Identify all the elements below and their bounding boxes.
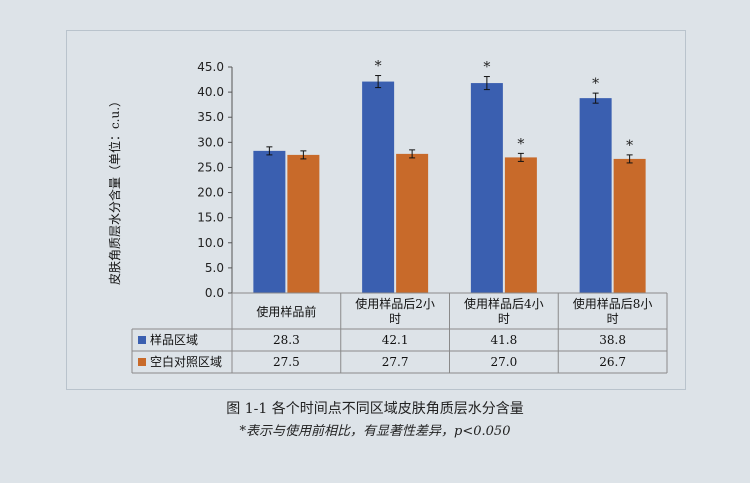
data-value-label: 42.1 (382, 333, 409, 347)
category-label: 使用样品后2小 (355, 296, 435, 311)
data-value-label: 27.0 (491, 355, 518, 369)
category-label: 使用样品后4小 (464, 296, 544, 311)
y-axis-label: 皮肤角质层水分含量（单位：c.u.） (107, 95, 122, 285)
y-tick-label: 20.0 (197, 186, 224, 200)
category-label: 使用样品前 (256, 304, 316, 319)
legend-swatch (138, 336, 146, 344)
y-tick-label: 40.0 (197, 85, 224, 99)
significance-star: * (517, 136, 524, 152)
bar-sample (362, 81, 395, 293)
y-tick-label: 35.0 (197, 110, 224, 124)
y-tick-label: 10.0 (197, 236, 224, 250)
y-tick-label: 25.0 (197, 160, 224, 174)
significance-star: * (626, 138, 633, 154)
data-value-label: 41.8 (491, 333, 518, 347)
data-value-label: 27.7 (382, 355, 409, 369)
bar-control (287, 154, 320, 293)
bar-sample (253, 150, 286, 293)
bar-control (504, 157, 537, 293)
significance-star: * (375, 59, 382, 75)
y-tick-label: 5.0 (205, 261, 224, 275)
significance-star: * (592, 76, 599, 92)
legend-label: 样品区域 (150, 332, 198, 347)
y-tick-label: 45.0 (197, 60, 224, 74)
bar-chart: 0.0 5.0 10.0 15.0 20.0 25.0 30.0 35.0 40.0 45.0 皮肤… (107, 59, 668, 374)
significance-star: * (483, 60, 490, 76)
data-value-label: 38.8 (599, 333, 626, 347)
y-tick-label: 30.0 (197, 135, 224, 149)
data-value-label: 28.3 (273, 333, 300, 347)
legend-swatch (138, 358, 146, 366)
figure-frame: 0.0 5.0 10.0 15.0 20.0 25.0 30.0 35.0 40.0 45.0 皮肤… (66, 30, 686, 390)
significance-note: *表示与使用前相比，有显著性差异，p<0.050 (239, 424, 511, 439)
bar-control (613, 158, 646, 293)
bar-control (396, 153, 429, 293)
bar-sample (579, 98, 612, 293)
legend-label: 空白对照区域 (150, 354, 222, 369)
category-label: 时 (389, 312, 401, 326)
y-tick-label: 0.0 (205, 286, 224, 300)
category-label: 时 (498, 312, 510, 326)
category-label: 时 (607, 312, 619, 326)
y-tick-label: 15.0 (197, 211, 224, 225)
data-value-label: 26.7 (599, 355, 626, 369)
figure-caption: 图 1-1 各个时间点不同区域皮肤角质层水分含量 (226, 401, 524, 417)
bar-sample (470, 83, 503, 293)
category-label: 使用样品后8小 (573, 296, 653, 311)
data-value-label: 27.5 (273, 355, 300, 369)
